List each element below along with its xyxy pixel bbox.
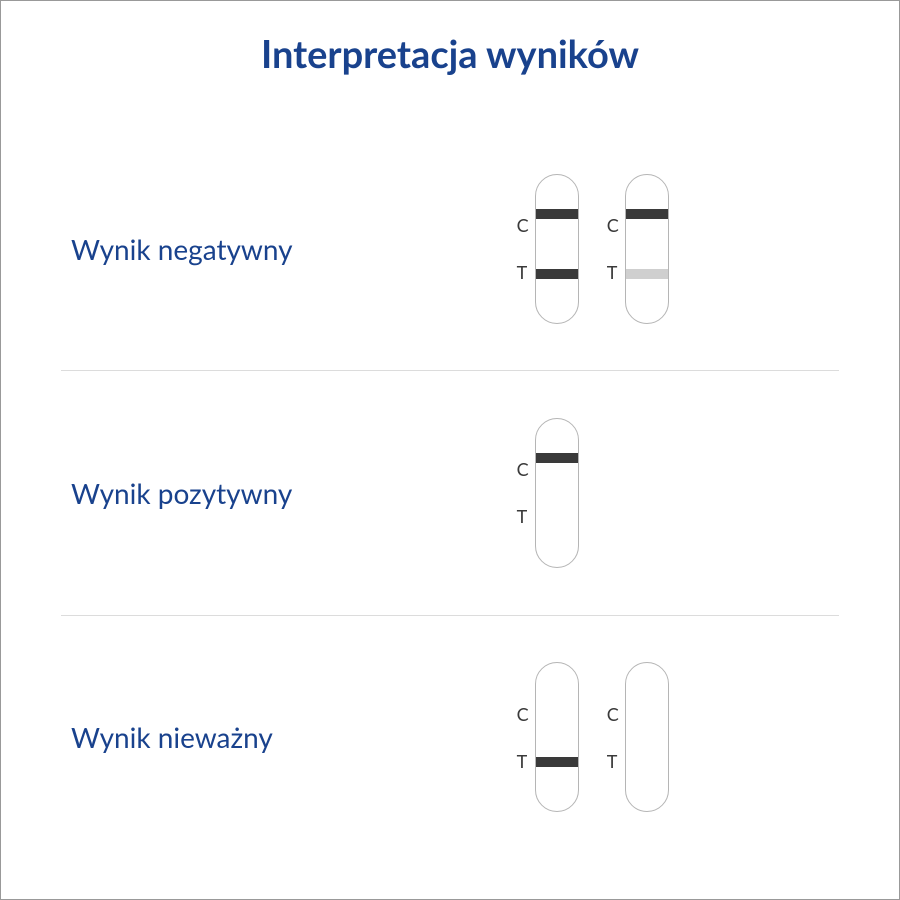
result-row: Wynik nieważnyCTCT	[61, 615, 839, 859]
letter-t: T	[607, 751, 619, 771]
strip-set: CT	[497, 418, 839, 568]
letter-c: C	[607, 215, 619, 235]
strip-group: CT	[607, 662, 669, 812]
letter-c: C	[517, 459, 529, 479]
test-strip	[535, 174, 579, 324]
page-title: Interpretacja wyników	[61, 31, 839, 77]
letter-t: T	[517, 506, 529, 526]
result-label: Wynik pozytywny	[61, 476, 497, 510]
band-t	[536, 757, 578, 767]
result-row: Wynik pozytywnyCT	[61, 370, 839, 614]
test-strip	[625, 174, 669, 324]
strip-group: CT	[517, 662, 579, 812]
test-strip	[535, 662, 579, 812]
band-t	[536, 269, 578, 279]
letter-c: C	[517, 215, 529, 235]
band-c	[626, 209, 668, 219]
strip-group: CT	[517, 418, 579, 568]
letter-t: T	[517, 262, 529, 282]
test-strip	[625, 662, 669, 812]
strip-group: CT	[607, 174, 669, 324]
strip-letter-labels: CT	[517, 662, 529, 812]
band-c	[536, 453, 578, 463]
strip-letter-labels: CT	[517, 174, 529, 324]
strip-group: CT	[517, 174, 579, 324]
strip-letter-labels: CT	[607, 174, 619, 324]
result-row: Wynik negatywnyCTCT	[61, 127, 839, 370]
result-label: Wynik negatywny	[61, 232, 497, 266]
letter-t: T	[517, 751, 529, 771]
band-c	[536, 209, 578, 219]
letter-c: C	[517, 704, 529, 724]
band-t	[626, 269, 668, 279]
strip-letter-labels: CT	[607, 662, 619, 812]
letter-t: T	[607, 262, 619, 282]
strip-set: CTCT	[497, 662, 839, 812]
strip-set: CTCT	[497, 174, 839, 324]
result-label: Wynik nieważny	[61, 720, 497, 754]
strip-letter-labels: CT	[517, 418, 529, 568]
test-strip	[535, 418, 579, 568]
letter-c: C	[607, 704, 619, 724]
results-rows: Wynik negatywnyCTCTWynik pozytywnyCTWyni…	[61, 127, 839, 859]
